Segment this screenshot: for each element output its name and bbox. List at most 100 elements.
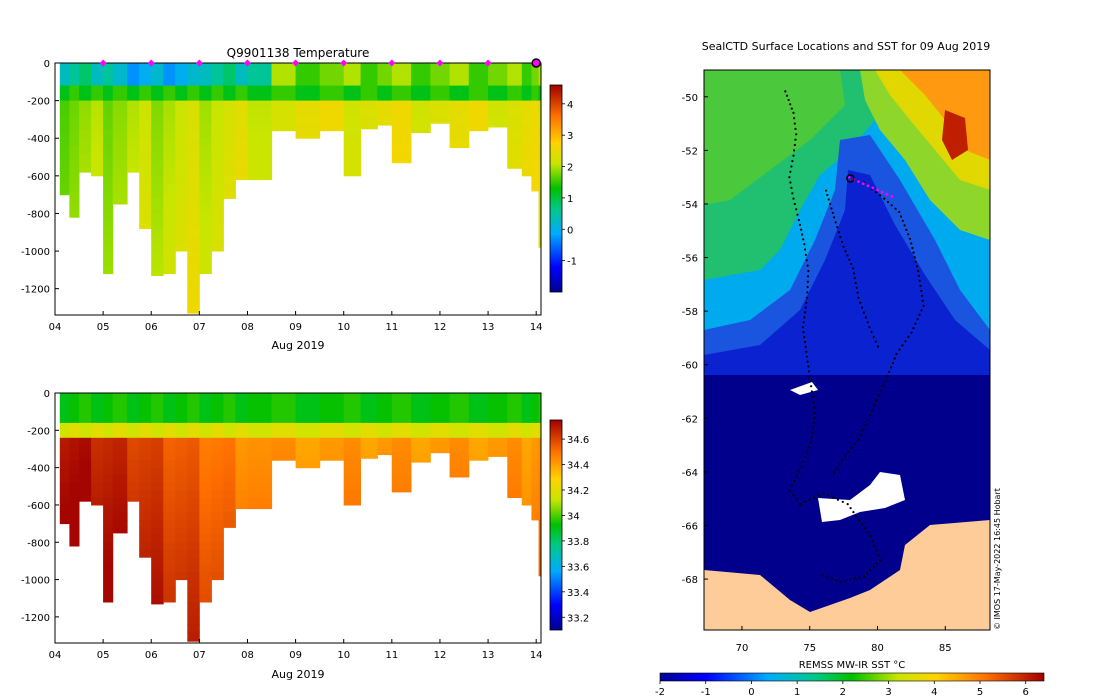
track-point	[834, 221, 837, 224]
track-point	[875, 399, 878, 402]
heatmap-cell	[247, 168, 273, 177]
y-tick-label: -1200	[21, 613, 50, 624]
heatmap-cell	[69, 100, 80, 109]
heatmap-cell	[430, 70, 450, 79]
heatmap-cell	[69, 108, 80, 117]
heatmap-cell	[187, 198, 200, 207]
heatmap-cell	[538, 460, 541, 469]
heatmap-cell	[211, 236, 224, 244]
track-point	[917, 269, 920, 273]
heatmap-cell	[247, 497, 273, 506]
track-point	[802, 460, 805, 463]
heatmap-cell	[343, 452, 361, 461]
heatmap-cell	[211, 190, 224, 199]
heatmap-cell	[211, 145, 224, 154]
heatmap-cell	[211, 407, 224, 416]
heatmap-cell	[59, 85, 70, 94]
surface-marker	[292, 59, 300, 67]
heatmap-cell	[488, 85, 508, 94]
heatmap-cell	[223, 145, 236, 154]
heatmap-cell	[319, 93, 345, 102]
track-point	[838, 463, 841, 466]
track-point	[785, 94, 789, 97]
heatmap-cell	[139, 512, 152, 521]
heatmap-cell	[521, 138, 532, 147]
track-point	[835, 467, 838, 470]
track-point	[886, 200, 890, 204]
heatmap-cell	[235, 475, 248, 484]
heatmap-cell	[139, 153, 152, 162]
heatmap-cell	[103, 467, 114, 476]
heatmap-cell	[295, 130, 321, 139]
heatmap-cell	[247, 78, 273, 86]
heatmap-cell	[319, 445, 345, 454]
heatmap-cell	[151, 452, 164, 461]
track-point	[849, 507, 852, 510]
heatmap-cell	[391, 460, 412, 469]
heatmap-cell	[175, 519, 188, 528]
heatmap-cell	[211, 108, 224, 117]
heatmap-cell	[235, 504, 248, 510]
sst-colorbar-ticks: -2 -1 0 1 2 3 4 5 6	[655, 681, 1029, 698]
heatmap-cell	[79, 445, 92, 454]
track-point	[790, 484, 793, 487]
heatmap-cell	[391, 70, 412, 79]
heatmap-cell	[112, 85, 128, 94]
heatmap-cell	[507, 452, 523, 461]
colorbar-tick-label: 3	[567, 131, 573, 142]
heatmap-cell	[139, 70, 152, 79]
heatmap-cell	[430, 108, 450, 117]
heatmap-cell	[127, 63, 140, 71]
heatmap-cell	[449, 78, 470, 86]
temperature-y-ticks: 0 -200 -400 -600 -800 -1000 -1200	[21, 59, 59, 296]
heatmap-cell	[377, 63, 393, 71]
heatmap-cell	[187, 85, 200, 94]
heatmap-cell	[211, 183, 224, 192]
track-point	[795, 498, 798, 501]
heatmap-cell	[223, 123, 236, 132]
heatmap-cell	[79, 100, 92, 109]
heatmap-cell	[538, 93, 541, 102]
track-point	[806, 291, 809, 294]
heatmap-cell	[112, 445, 128, 454]
heatmap-cell	[187, 557, 200, 566]
heatmap-cell	[449, 460, 470, 469]
heatmap-cell	[411, 100, 431, 109]
heatmap-cell	[538, 145, 541, 154]
track-point	[784, 90, 787, 93]
track-point	[831, 211, 834, 214]
heatmap-cell	[69, 542, 80, 547]
x-tick-label: 06	[145, 650, 158, 661]
heatmap-cell	[391, 475, 412, 484]
heatmap-cell	[139, 175, 152, 184]
heatmap-cell	[103, 190, 114, 199]
heatmap-cell	[199, 557, 212, 566]
heatmap-cell	[103, 422, 114, 431]
track-point	[802, 321, 805, 324]
x-tick-label: 12	[434, 650, 447, 661]
heatmap-cell	[411, 85, 431, 94]
track-point	[802, 238, 805, 241]
heatmap-cell	[538, 190, 541, 199]
heatmap-cell	[187, 273, 200, 282]
heatmap-cell	[103, 400, 114, 409]
heatmap-cell	[139, 504, 152, 513]
track-point	[826, 193, 829, 197]
heatmap-cell	[343, 445, 361, 454]
heatmap-cell	[538, 78, 541, 86]
heatmap-cell	[211, 542, 224, 551]
heatmap-cell	[343, 407, 361, 416]
heatmap-cell	[449, 437, 470, 446]
colorbar-tick-label: 33.8	[567, 537, 589, 548]
colorbar-tick-label: 34.2	[567, 486, 589, 497]
heatmap-cell	[151, 393, 164, 401]
heatmap-cell	[449, 445, 470, 454]
heatmap-cell	[127, 415, 140, 424]
heatmap-cell	[69, 519, 80, 528]
heatmap-cell	[377, 400, 393, 409]
x-tick-label: 04	[49, 322, 62, 333]
heatmap-cell	[223, 445, 236, 454]
heatmap-cell	[199, 564, 212, 573]
heatmap-cell	[271, 115, 297, 124]
heatmap-cell	[163, 519, 176, 528]
